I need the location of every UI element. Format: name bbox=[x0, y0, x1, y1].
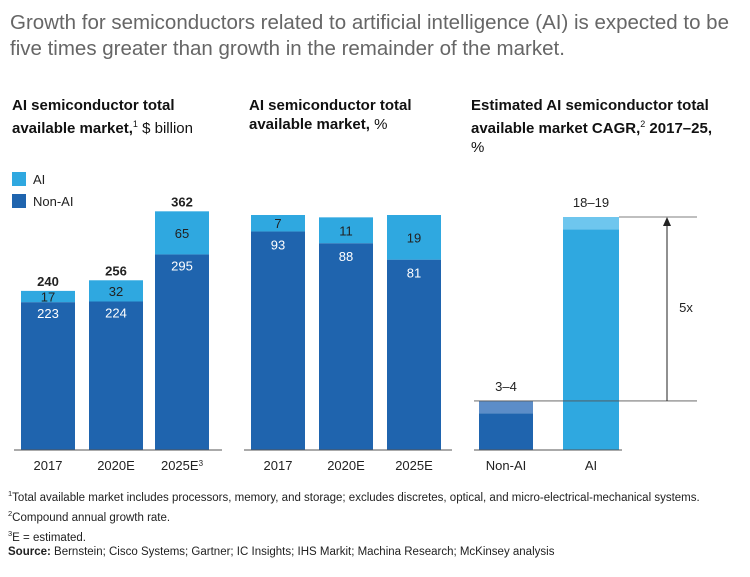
left-panel-title: AI semiconductor total available market,… bbox=[12, 96, 232, 138]
bar-cagr-ai bbox=[563, 229, 619, 450]
right-panel-title-footnote-mark: 2 bbox=[640, 119, 646, 129]
legend-swatch-non-ai bbox=[12, 194, 26, 208]
tick-pct-2025e: 2025E bbox=[395, 458, 433, 473]
label-usd-ai-2020e: 32 bbox=[109, 284, 123, 299]
tick-usd-2020e: 2020E bbox=[97, 458, 135, 473]
bar-pct-non-ai-2025e bbox=[387, 259, 441, 450]
legend-label-ai: AI bbox=[33, 171, 46, 187]
right-panel-title: Estimated AI semiconductor total availab… bbox=[471, 96, 736, 157]
footnotes: 1Total available market includes process… bbox=[8, 486, 743, 560]
label-usd-total-2017: 240 bbox=[37, 274, 59, 289]
bar-pct-ai-2025e bbox=[387, 215, 441, 260]
bar-usd-non-ai-2020e bbox=[89, 301, 143, 450]
bar-pct-ai-2017 bbox=[251, 215, 305, 232]
label-usd-non-ai-2025e: 295 bbox=[171, 258, 193, 273]
label-usd-total-2025e: 362 bbox=[171, 194, 193, 209]
footnote-1: 1Total available market includes process… bbox=[8, 486, 743, 506]
bar-usd-non-ai-2017 bbox=[21, 302, 75, 450]
footnote-2-text: Compound annual growth rate. bbox=[12, 511, 171, 524]
bar-pct-ai-2020e bbox=[319, 217, 373, 244]
legend-label-non-ai: Non-AI bbox=[33, 193, 74, 209]
bar-usd-non-ai-2025e bbox=[155, 254, 209, 450]
footnote-2-mark: 2 bbox=[8, 508, 13, 518]
right-panel-title-period: 2017–25, bbox=[645, 120, 712, 137]
label-pct-ai-2025e: 19 bbox=[407, 230, 421, 245]
label-cagr-ai: 18–19 bbox=[573, 195, 609, 210]
source-line: Source: Bernstein; Cisco Systems; Gartne… bbox=[8, 545, 743, 560]
tick-usd-2017: 2017 bbox=[34, 458, 63, 473]
right-panel-title-unit: % bbox=[471, 139, 485, 156]
left-panel-title-footnote-mark: 1 bbox=[132, 119, 138, 129]
middle-panel-title-text: AI semiconductor total available market, bbox=[249, 97, 412, 133]
footnote-3-text: E = estimated. bbox=[12, 531, 87, 544]
label-pct-non-ai-2017: 93 bbox=[271, 237, 285, 252]
left-panel-title-unit: $ billion bbox=[137, 120, 193, 137]
legend-item-ai: AI bbox=[12, 168, 73, 190]
tick-usd-2025e: 2025E3 bbox=[161, 458, 204, 473]
label-usd-non-ai-2017: 223 bbox=[37, 306, 59, 321]
legend: AI Non-AI bbox=[12, 168, 73, 212]
legend-swatch-ai bbox=[12, 172, 26, 186]
chart-headline: Growth for semiconductors related to art… bbox=[10, 11, 729, 60]
bar-usd-ai-2025e bbox=[155, 211, 209, 255]
label-pct-non-ai-2025e: 81 bbox=[407, 266, 421, 281]
label-usd-non-ai-2020e: 224 bbox=[105, 305, 127, 320]
bar-cagr-range-ai bbox=[563, 217, 619, 230]
growth-multiple-label: 5x bbox=[679, 300, 693, 315]
label-usd-ai-2025e: 65 bbox=[175, 226, 189, 241]
middle-panel-title-unit: % bbox=[369, 116, 388, 133]
bar-cagr-non-ai bbox=[479, 413, 533, 450]
left-panel-title-text: AI semiconductor total available market, bbox=[12, 97, 175, 137]
footnote-3-mark: 3 bbox=[8, 528, 13, 538]
bar-pct-non-ai-2017 bbox=[251, 231, 305, 450]
tick-pct-2020e: 2020E bbox=[327, 458, 365, 473]
source-text: Bernstein; Cisco Systems; Gartner; IC In… bbox=[50, 546, 555, 559]
middle-panel-title: AI semiconductor total available market,… bbox=[249, 96, 449, 134]
growth-arrow-head bbox=[663, 217, 671, 226]
bar-usd-ai-2020e bbox=[89, 280, 143, 302]
label-pct-non-ai-2020e: 88 bbox=[339, 249, 353, 264]
footnote-1-text: Total available market includes processo… bbox=[12, 491, 700, 504]
label-cagr-non-ai: 3–4 bbox=[495, 379, 517, 394]
label-pct-ai-2017: 7 bbox=[274, 216, 281, 231]
tick-pct-2017: 2017 bbox=[264, 458, 293, 473]
bar-pct-non-ai-2020e bbox=[319, 243, 373, 450]
footnote-3: 3E = estimated. bbox=[8, 526, 743, 546]
source-label: Source: bbox=[8, 546, 51, 559]
footnote-2: 2Compound annual growth rate. bbox=[8, 506, 743, 526]
footnote-1-mark: 1 bbox=[8, 489, 13, 498]
label-usd-total-2020e: 256 bbox=[105, 263, 127, 278]
tick-cagr-ai: AI bbox=[585, 458, 597, 473]
bar-cagr-range-non-ai bbox=[479, 400, 533, 414]
legend-item-non-ai: Non-AI bbox=[12, 190, 73, 212]
bar-usd-ai-2017 bbox=[21, 290, 75, 303]
label-pct-ai-2020e: 11 bbox=[339, 223, 353, 238]
label-usd-ai-2017: 17 bbox=[41, 290, 55, 305]
tick-cagr-non-ai: Non-AI bbox=[486, 458, 526, 473]
right-panel-title-text: Estimated AI semiconductor total availab… bbox=[471, 97, 709, 137]
